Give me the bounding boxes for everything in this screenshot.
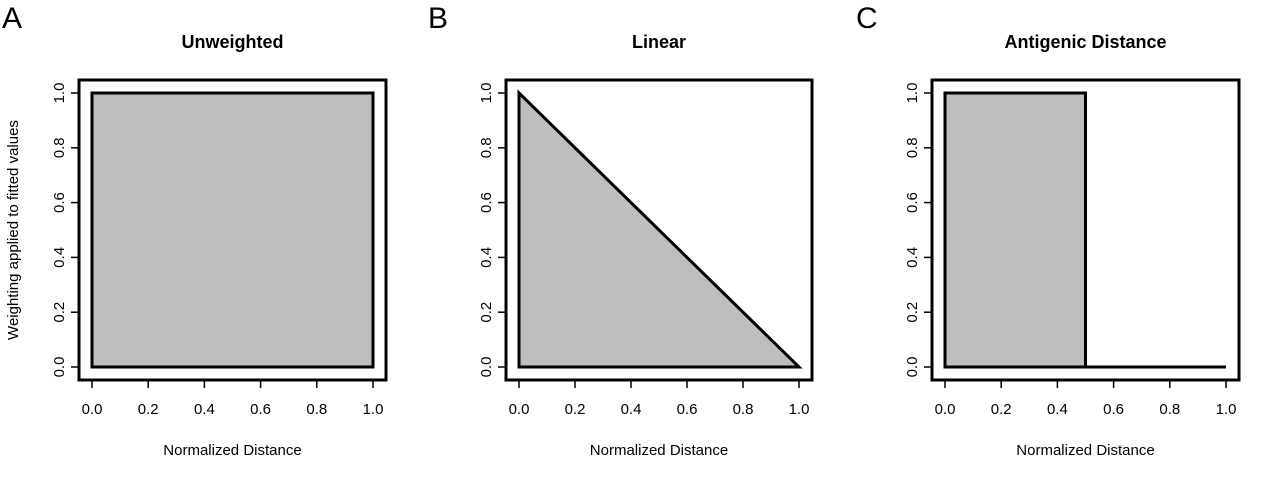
x-tick-label: 1.0 [1216,401,1237,418]
x-tick-label: 0.4 [194,401,215,418]
y-tick-label: 1.0 [478,83,495,104]
x-axis-label: Normalized Distance [1016,442,1154,459]
plot-frame [77,78,388,382]
x-tick-label: 0.6 [250,401,271,418]
weight-area [517,89,803,369]
x-tick-label: 0.2 [138,401,159,418]
y-tick-label: 0.0 [904,357,921,378]
x-axis-label: Normalized Distance [163,442,301,459]
panel-title: Unweighted [182,32,284,52]
plot-frame [504,78,814,382]
y-tick-label: 0.6 [478,192,495,213]
y-tick-label: 1.0 [51,83,68,104]
x-tick-label: 0.8 [306,401,327,418]
y-tick-label: 0.6 [51,192,68,213]
x-tick-label: 0.0 [509,401,530,418]
x-tick-label: 0.2 [565,401,586,418]
y-tick-label: 0.8 [478,137,495,158]
weight-area [90,91,375,369]
y-tick-label: 0.8 [904,137,921,158]
x-tick-label: 1.0 [789,401,810,418]
y-tick-label: 0.2 [904,302,921,323]
y-axis-label: Weighting applied to fitted values [5,120,22,340]
panel-title: Linear [632,32,686,52]
x-tick-label: 0.4 [621,401,642,418]
x-tick-label: 1.0 [363,401,384,418]
y-tick-label: 0.4 [51,247,68,268]
panel-letter: C [856,2,878,35]
y-tick-label: 0.6 [904,192,921,213]
x-tick-label: 0.6 [677,401,698,418]
y-tick-label: 1.0 [904,83,921,104]
y-tick-label: 0.8 [51,137,68,158]
plot-frame [930,78,1241,382]
panel-letter: B [428,2,448,35]
x-tick-label: 0.8 [1159,401,1180,418]
x-tick-label: 0.6 [1103,401,1124,418]
y-tick-label: 0.0 [478,357,495,378]
x-tick-label: 0.0 [935,401,956,418]
y-tick-label: 0.4 [478,247,495,268]
y-tick-label: 0.2 [478,302,495,323]
x-tick-label: 0.2 [991,401,1012,418]
panel-letter: A [2,2,22,35]
y-tick-label: 0.0 [51,357,68,378]
weight-area [943,91,1226,369]
x-tick-label: 0.0 [82,401,103,418]
y-tick-label: 0.4 [904,247,921,268]
y-tick-label: 0.2 [51,302,68,323]
x-tick-label: 0.8 [733,401,754,418]
x-axis-label: Normalized Distance [590,442,728,459]
x-tick-label: 0.4 [1047,401,1068,418]
panel-title: Antigenic Distance [1004,32,1166,52]
